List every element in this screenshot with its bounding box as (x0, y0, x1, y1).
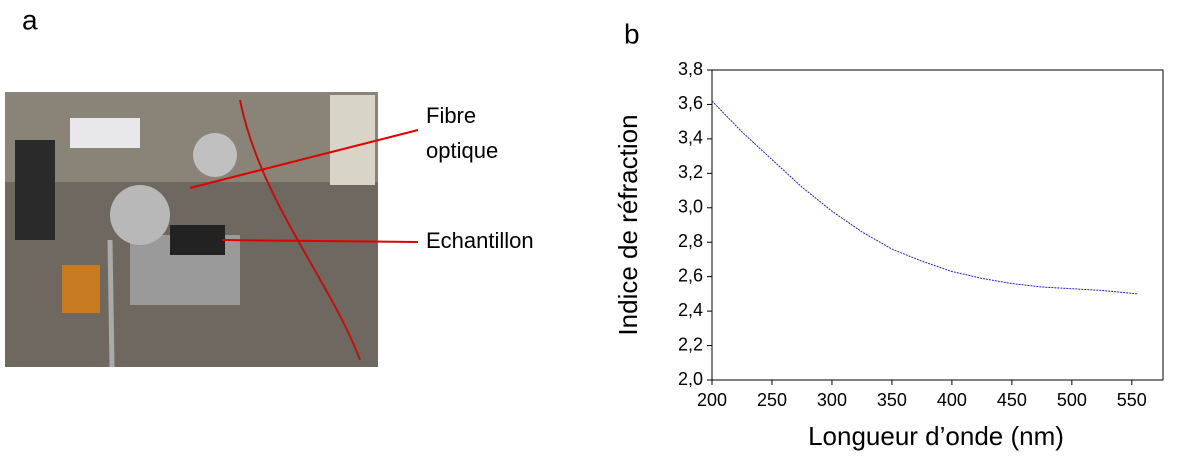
photo-device (330, 95, 375, 185)
photo-post (107, 239, 115, 368)
panel-label: a (22, 4, 38, 35)
y-tick-label: 2,0 (678, 369, 703, 389)
y-tick-label: 3,0 (678, 197, 703, 217)
photo-mount (15, 140, 55, 240)
annotation-pointer (189, 129, 419, 189)
y-axis-title: Indice de réfraction (613, 114, 643, 335)
photo-sample (170, 225, 225, 255)
x-tick-label: 250 (757, 390, 787, 410)
x-axis-title: Longueur d’onde (nm) (808, 421, 1064, 451)
photo-lens (110, 185, 170, 245)
y-tick-label: 3,2 (678, 162, 703, 182)
annotation-pointer (221, 239, 419, 243)
annotation: Fibre (426, 103, 476, 128)
y-tick-label: 3,6 (678, 93, 703, 113)
y-tick-label: 2,2 (678, 334, 703, 354)
x-tick-label: 300 (817, 390, 847, 410)
x-tick-label: 550 (1117, 390, 1147, 410)
y-tick-label: 2,8 (678, 231, 703, 251)
y-tick-label: 3,8 (678, 59, 703, 79)
photo-lens (193, 133, 237, 177)
panel-label: b (624, 18, 640, 49)
annotation: Echantillon (426, 228, 534, 253)
x-tick-label: 400 (937, 390, 967, 410)
y-tick-label: 2,6 (678, 265, 703, 285)
y-tick-label: 3,4 (678, 128, 703, 148)
x-tick-label: 200 (697, 390, 727, 410)
photo-battery (62, 265, 100, 313)
y-tick-label: 2,4 (678, 300, 703, 320)
photo (5, 92, 378, 368)
data-line (711, 100, 1138, 295)
x-tick-label: 500 (1057, 390, 1087, 410)
annotation: optique (426, 138, 498, 163)
photo-cable (239, 99, 361, 361)
photo-paper (70, 118, 140, 148)
plot-frame (711, 69, 1164, 381)
x-tick-label: 350 (877, 390, 907, 410)
photo-wall (5, 92, 378, 182)
x-tick-label: 450 (997, 390, 1027, 410)
